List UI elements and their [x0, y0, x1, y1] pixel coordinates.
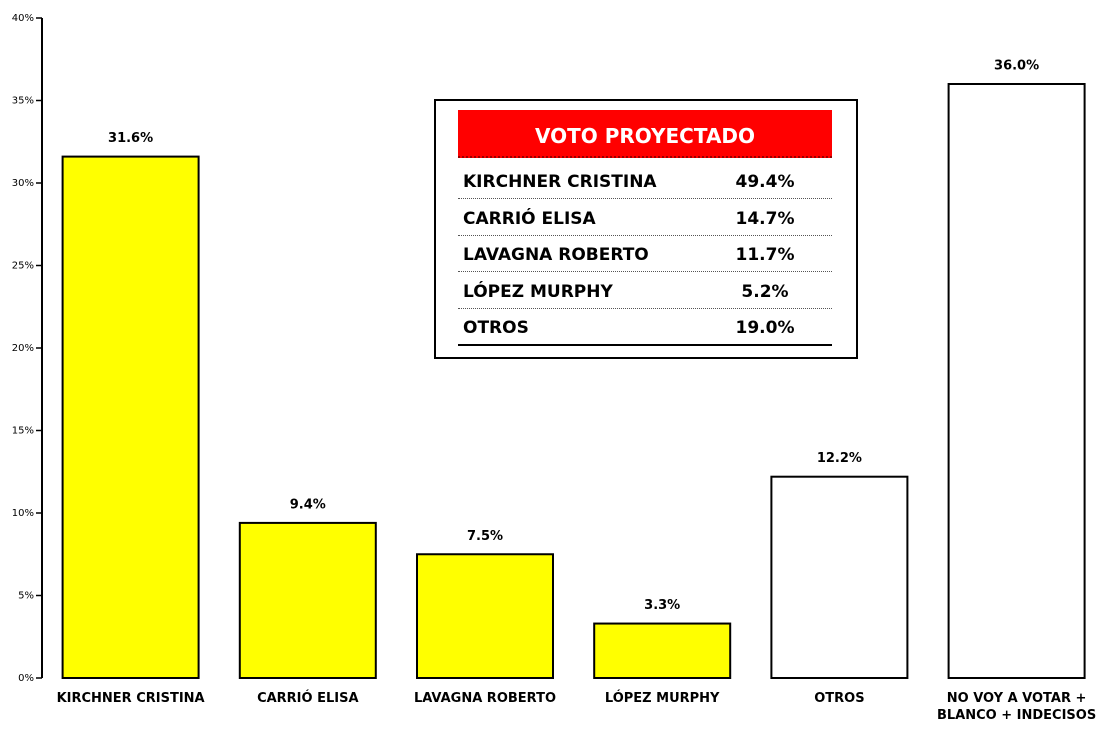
inset-value: 19.0% — [735, 318, 795, 338]
inset-name: LÓPEZ MURPHY — [463, 281, 613, 302]
x-tick-label: OTROS — [814, 691, 865, 706]
x-tick-label: CARRIÓ ELISA — [257, 691, 359, 706]
inset-row: OTROS 19.0% — [458, 308, 832, 346]
bar — [593, 622, 732, 679]
inset-value: 5.2% — [741, 281, 789, 302]
inset-row: CARRIÓ ELISA 14.7% — [458, 199, 832, 236]
bar — [238, 521, 377, 680]
inset-row: KIRCHNER CRISTINA 49.4% — [458, 162, 832, 199]
bar — [416, 553, 554, 679]
data-label: 12.2% — [817, 451, 862, 466]
y-tick-label: 30% — [12, 178, 34, 189]
y-tick-label: 5% — [18, 591, 34, 602]
inset-name: CARRIÓ ELISA — [463, 208, 596, 229]
y-tick-label: 10% — [12, 508, 34, 519]
y-tick-label: 35% — [12, 96, 34, 107]
data-label: 7.5% — [467, 529, 503, 544]
x-tick-label: NO VOY A VOTAR + BLANCO + INDECISOS — [936, 691, 1097, 723]
x-tick-label: LAVAGNA ROBERTO — [413, 691, 557, 706]
data-label: 31.6% — [108, 131, 153, 146]
inset-name: OTROS — [463, 318, 529, 338]
inset-row: LÓPEZ MURPHY 5.2% — [458, 272, 832, 309]
inset-row: LAVAGNA ROBERTO 11.7% — [458, 235, 832, 272]
bar — [61, 155, 200, 680]
inset-value: 49.4% — [735, 172, 795, 192]
inset-value: 14.7% — [735, 208, 795, 229]
bar — [947, 83, 1086, 679]
inset-value: 11.7% — [735, 245, 795, 265]
y-tick-label: 15% — [12, 426, 34, 437]
inset-name: KIRCHNER CRISTINA — [463, 172, 657, 192]
data-label: 3.3% — [644, 598, 680, 613]
data-label: 36.0% — [994, 59, 1039, 74]
y-tick-label: 0% — [18, 673, 34, 684]
y-tick-label: 20% — [12, 343, 34, 354]
x-tick-label: KIRCHNER CRISTINA — [56, 691, 205, 706]
inset-name: LAVAGNA ROBERTO — [463, 245, 649, 265]
bar — [770, 475, 909, 680]
data-label: 9.4% — [290, 497, 326, 512]
y-tick-label: 25% — [12, 261, 34, 272]
x-tick-label: LÓPEZ MURPHY — [604, 691, 720, 706]
y-tick-label: 40% — [12, 13, 34, 24]
inset-table: VOTO PROYECTADO KIRCHNER CRISTINA 49.4% CA… — [434, 99, 858, 359]
inset-title: VOTO PROYECTADO — [458, 110, 832, 158]
